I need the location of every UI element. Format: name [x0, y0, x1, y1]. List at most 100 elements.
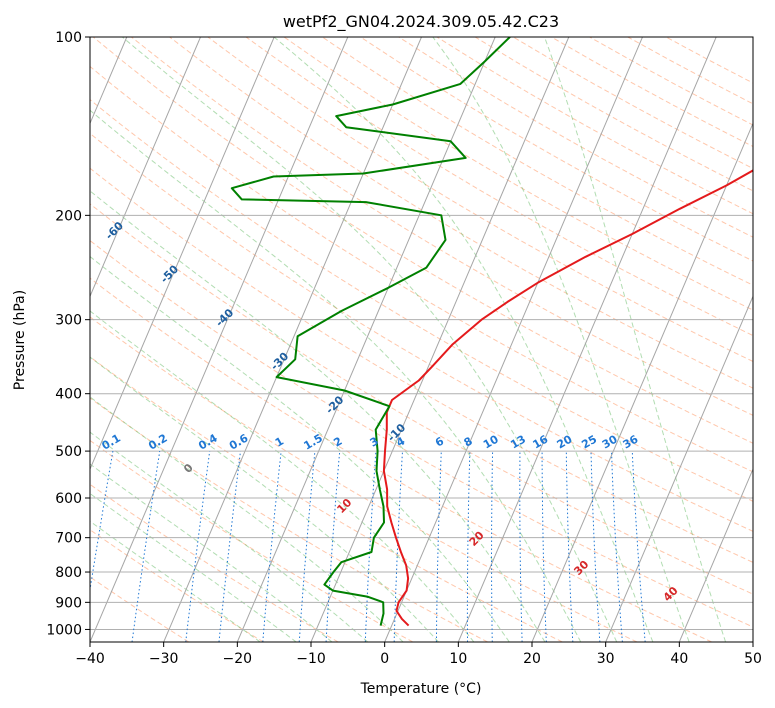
isotherm-label: -10: [385, 421, 408, 444]
isotherm-label: -40: [213, 306, 236, 329]
isotherm-line: [678, 467, 753, 642]
temperature-profile-line: [382, 169, 753, 627]
dry-adiabat-line: [360, 37, 753, 262]
x-tick-label: −30: [149, 651, 179, 667]
moist-adiabat-line: [90, 463, 333, 642]
mixing-ratio-line: [218, 451, 241, 642]
moist-adiabat-line: [90, 431, 369, 642]
dry-adiabat-line: [90, 132, 753, 532]
mixing-ratio-line: [262, 451, 282, 642]
isotherm-label: -70: [48, 175, 71, 198]
isotherm-line: [163, 37, 422, 642]
y-tick-label: 400: [55, 387, 82, 403]
dry-adiabat-line: [90, 98, 753, 502]
dry-adiabat-line: [90, 316, 638, 642]
dry-adiabat-line: [90, 483, 339, 642]
x-tick-label: 10: [449, 651, 467, 667]
moist-adiabat-line: [273, 37, 654, 642]
isotherm-label: -80: [0, 132, 16, 155]
mixing-ratio-label: 1: [273, 435, 286, 450]
dry-adiabat-line: [90, 239, 753, 628]
plot-frame: [89, 36, 754, 643]
moist-adiabat-line: [90, 356, 439, 642]
mixing-ratio-line: [185, 451, 211, 642]
dry-adiabat-line: [90, 277, 712, 642]
dry-adiabat-line: [90, 439, 414, 642]
mixing-ratio-label: 6: [433, 434, 446, 449]
mixing-ratio-line: [611, 451, 623, 642]
pressure-gridlines: [90, 37, 753, 630]
mixing-ratio-label: 36: [621, 432, 641, 451]
skewed-isotherms: [90, 37, 753, 642]
mixing-ratio-line: [364, 451, 377, 642]
moist-adiabat-line: [90, 396, 404, 642]
x-tick-label: 30: [597, 651, 615, 667]
isotherm-label: -30: [268, 350, 291, 373]
dry-adiabat-line: [90, 203, 753, 595]
y-tick-label: 100: [55, 30, 82, 46]
dry-adiabat-line: [90, 397, 488, 642]
dry-adiabat-line: [90, 65, 753, 473]
isotherm-line: [384, 37, 643, 642]
mixing-ratio-label: 25: [579, 433, 599, 452]
x-tick-label: 40: [670, 651, 688, 667]
dry-adiabat-line: [551, 37, 753, 148]
isotherm-line: [605, 295, 753, 642]
isotherm-line: [531, 122, 753, 642]
mixing-ratio-label: 3: [368, 435, 381, 450]
mixing-ratio-label: 0.1: [99, 432, 122, 453]
mixing-ratio-line: [491, 451, 494, 642]
y-tick-label: 1000: [46, 622, 82, 638]
mixing-ratio-label: 0.6: [227, 431, 251, 452]
dewpoint-profile-line: [230, 37, 511, 626]
moist-adiabat-line: [90, 109, 582, 642]
dry-adiabat-line: [665, 37, 753, 84]
x-axis-title: Temperature (°C): [360, 681, 482, 697]
mixing-ratio-label: 2: [331, 435, 344, 450]
dry-adiabat-line: [92, 37, 753, 444]
moist-adiabat-line: [121, 37, 618, 642]
y-tick-label: 200: [55, 208, 82, 224]
moist-adiabat-line: [90, 190, 546, 642]
moist-adiabat-line: [90, 520, 261, 642]
x-tick-label: 0: [380, 651, 389, 667]
moist-adiabat-line: [432, 37, 690, 642]
x-tick-label: −10: [296, 651, 326, 667]
dry-adiabat-line: [131, 37, 753, 416]
isotherm-line: [90, 37, 349, 642]
moist-adiabats: [90, 37, 727, 642]
mixing-ratio-label: 13: [508, 433, 528, 452]
dry-adiabat-line: [245, 37, 753, 337]
dry-adiabat-line: [436, 37, 753, 215]
dry-adiabats: [90, 37, 753, 642]
isotherm-label: -60: [103, 219, 126, 242]
profile-series: [230, 37, 753, 627]
mixing-ratio-line: [590, 451, 601, 642]
mixing-ratio-label: 0.2: [146, 432, 169, 453]
y-tick-label: 900: [55, 595, 82, 611]
isotherm-line: [457, 37, 717, 642]
dry-adiabat-line: [90, 529, 264, 642]
y-tick-label: 600: [55, 491, 82, 507]
mixing-ratio-line: [565, 451, 574, 642]
x-tick-label: 50: [744, 651, 762, 667]
y-tick-label: 800: [55, 565, 82, 581]
y-tick-label: 700: [55, 531, 82, 547]
moist-adiabat-label: 40: [661, 584, 681, 604]
dry-adiabat-line: [207, 37, 753, 363]
dry-adiabat-line: [90, 356, 563, 642]
mixing-ratio-line: [298, 451, 316, 642]
isotherm-line: [752, 640, 753, 642]
isotherm-line: [310, 37, 570, 642]
chart-title: wetPf2_GN04.2024.309.05.42.C23: [283, 12, 559, 32]
mixing-ratio-line: [90, 451, 114, 593]
dry-adiabat-line: [90, 576, 190, 642]
moist-adiabat-label: 20: [467, 529, 487, 549]
isotherm-line: [90, 37, 275, 471]
isotherm-line: [90, 37, 201, 298]
moist-adiabat-line: [90, 310, 475, 642]
mixing-ratio-line: [466, 451, 471, 642]
x-tick-label: 20: [523, 651, 541, 667]
mixing-ratio-line: [131, 451, 161, 642]
